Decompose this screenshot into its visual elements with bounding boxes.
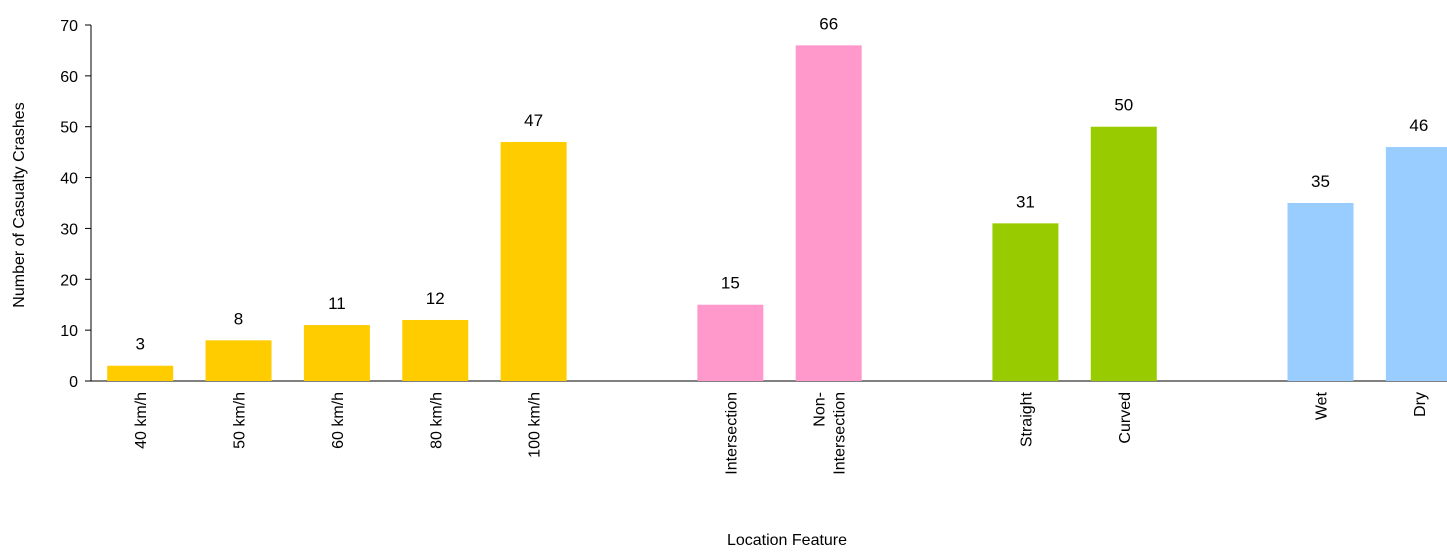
bar <box>107 365 174 381</box>
y-tick-label: 30 <box>60 221 78 238</box>
bar <box>697 304 764 381</box>
bar <box>992 223 1059 381</box>
x-category-label: Curved <box>1117 392 1134 444</box>
bar <box>303 325 370 381</box>
bar <box>1090 126 1157 381</box>
y-tick-label: 20 <box>60 272 78 289</box>
x-category-label: Straight <box>1018 391 1035 447</box>
axes <box>90 25 1447 382</box>
y-axis-title: Number of Casualty Crashes <box>11 102 28 307</box>
x-category-label: 60 km/h <box>330 392 347 449</box>
y-tick-label: 0 <box>69 374 78 391</box>
y-tick-label: 70 <box>60 18 78 35</box>
y-ticks: 0 10 20 30 40 50 60 70 <box>60 18 91 391</box>
x-category-label: 80 km/h <box>428 392 445 449</box>
x-category-label: Wet <box>1314 391 1331 420</box>
x-category-labels: 40 km/h 50 km/h 60 km/h 80 km/h 100 km/h Inte… <box>133 391 1429 474</box>
data-label: 35 <box>1311 172 1330 191</box>
data-label: 12 <box>426 289 445 308</box>
bar <box>1385 147 1447 381</box>
data-label: 66 <box>819 14 838 33</box>
bar <box>795 45 862 381</box>
x-category-label: 50 km/h <box>232 392 249 449</box>
data-label: 50 <box>1114 96 1133 115</box>
bar <box>402 319 469 381</box>
y-tick-label: 10 <box>60 323 78 340</box>
data-label: 15 <box>721 274 740 293</box>
bars <box>107 45 1447 381</box>
x-category-label: Intersection <box>723 392 740 475</box>
data-label: 47 <box>524 111 543 130</box>
x-category-label: 40 km/h <box>133 392 150 449</box>
bar <box>500 141 567 381</box>
bar <box>1287 203 1354 381</box>
y-tick-label: 50 <box>60 120 78 137</box>
data-labels: 3 8 11 12 47 15 66 31 50 35 46 <box>135 14 1428 353</box>
bar <box>205 340 272 381</box>
x-axis-title: Location Feature <box>727 532 847 549</box>
data-label: 11 <box>328 294 346 313</box>
data-label: 8 <box>234 309 243 328</box>
data-label: 31 <box>1016 192 1035 211</box>
x-category-label: 100 km/h <box>527 392 544 458</box>
y-tick-label: 40 <box>60 171 78 188</box>
y-tick-label: 60 <box>60 69 78 86</box>
x-category-label: Dry <box>1412 392 1429 417</box>
data-label: 3 <box>135 335 144 354</box>
data-label: 46 <box>1409 116 1428 135</box>
x-category-label: Non- Intersection <box>812 392 849 475</box>
